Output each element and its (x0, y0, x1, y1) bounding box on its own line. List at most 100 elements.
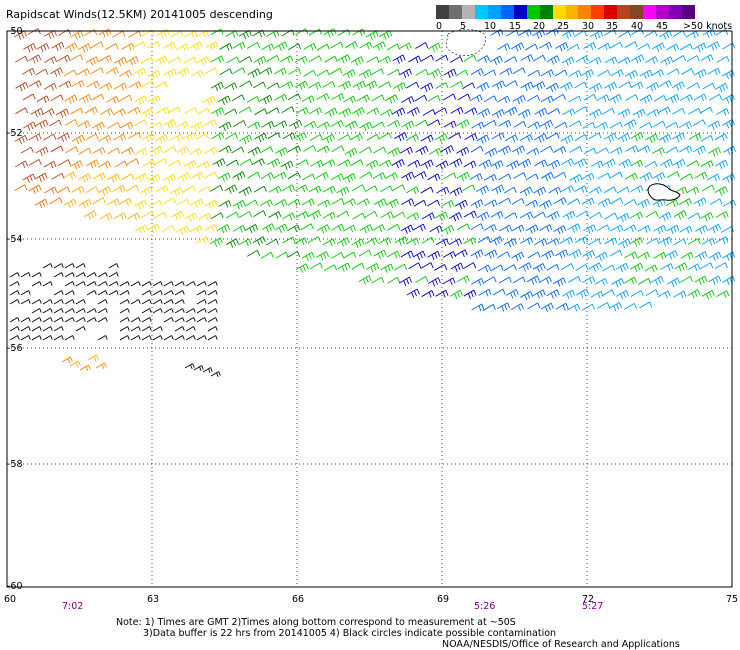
wind-barb (566, 43, 580, 51)
wind-barb (330, 173, 344, 182)
wind-barb (308, 28, 322, 36)
wind-barb (323, 28, 337, 38)
wind-barb (209, 185, 223, 192)
wind-barb (287, 224, 301, 233)
wind-barb (721, 94, 735, 104)
wind-barb (482, 304, 496, 311)
wind-barb (130, 335, 141, 341)
wind-barb (532, 263, 546, 273)
wind-barb (9, 272, 20, 278)
wind-barb (527, 302, 541, 310)
wind-barb (210, 81, 224, 92)
legend-tick-label: 15 (509, 21, 522, 32)
wind-barb (155, 134, 169, 144)
wind-barb (218, 200, 232, 208)
wind-barb (293, 132, 307, 142)
wind-barb (693, 93, 707, 102)
wind-barb (130, 281, 141, 287)
wind-barb (405, 237, 419, 246)
wind-barb (238, 211, 252, 218)
wind-barb (484, 199, 498, 208)
wind-barb (636, 198, 650, 209)
wind-barb (108, 290, 119, 296)
wind-barb (154, 81, 168, 89)
wind-barb (448, 132, 462, 140)
legend-swatch (539, 5, 553, 19)
wind-barb (268, 185, 282, 194)
wind-barb (526, 94, 541, 102)
wind-barb (462, 82, 476, 90)
wind-barb (350, 159, 364, 167)
wind-barb (617, 238, 631, 248)
wind-barb (387, 119, 401, 128)
wind-barb (603, 132, 617, 143)
wind-barb (218, 145, 232, 154)
wind-barb (623, 224, 637, 233)
wind-barb (378, 81, 392, 89)
wind-barb (532, 54, 546, 62)
wind-barb (86, 80, 100, 89)
wind-barb (108, 263, 119, 269)
wind-barb (693, 68, 707, 79)
wind-barb (317, 199, 331, 208)
wind-barb (267, 132, 281, 140)
wind-barb (64, 308, 75, 314)
wind-barb (624, 172, 638, 181)
wind-barb (224, 82, 238, 91)
wind-barb (246, 96, 260, 103)
wind-barb (526, 147, 540, 156)
wind-barb (520, 291, 534, 301)
wind-barb (435, 54, 449, 62)
wind-barb (119, 299, 130, 305)
wind-barb (134, 173, 148, 183)
wind-barb (50, 94, 64, 102)
wind-barb (436, 238, 450, 246)
wind-barb (84, 106, 98, 115)
wind-barb (207, 308, 218, 314)
legend-tick-label: 35 (606, 21, 619, 32)
wind-barb (112, 30, 126, 38)
wind-barb (338, 107, 352, 118)
wind-barb (470, 68, 484, 76)
wind-barb (686, 82, 700, 90)
wind-barb (20, 326, 31, 332)
wind-barb (176, 146, 190, 156)
legend-swatch (461, 5, 475, 19)
lon-label-63: 63 (147, 594, 160, 605)
wind-barb (603, 186, 617, 194)
wind-barb (119, 317, 130, 323)
wind-barb (259, 67, 273, 76)
wind-barb (525, 173, 539, 181)
wind-barb (378, 237, 392, 246)
wind-barb (378, 55, 392, 64)
wind-barb (386, 43, 400, 51)
wind-barb (688, 133, 702, 141)
wind-barb (330, 252, 344, 259)
wind-barb (638, 278, 652, 285)
wind-barb (652, 120, 666, 128)
wind-barb (415, 42, 429, 49)
wind-barb (491, 109, 505, 119)
wind-barb (546, 263, 560, 271)
wind-barb (69, 360, 81, 368)
wind-barb (185, 326, 196, 332)
wind-barb (224, 184, 238, 194)
legend-color-bar (436, 5, 696, 19)
wind-barb (373, 146, 387, 154)
wind-barb (239, 134, 253, 144)
wind-barb (636, 251, 650, 260)
wind-barb (42, 281, 53, 287)
wind-barb (532, 211, 546, 219)
wind-barb (547, 159, 561, 170)
wind-barb (665, 121, 679, 129)
wind-barb (716, 290, 730, 298)
wind-barb (53, 335, 64, 341)
wind-barb (301, 95, 315, 103)
wind-barb (694, 171, 708, 180)
wind-barb (282, 212, 296, 221)
wind-barb (352, 80, 366, 91)
wind-barb (427, 250, 441, 261)
wind-barb (252, 81, 266, 89)
wind-barb (86, 317, 97, 323)
wind-barb (135, 224, 149, 234)
